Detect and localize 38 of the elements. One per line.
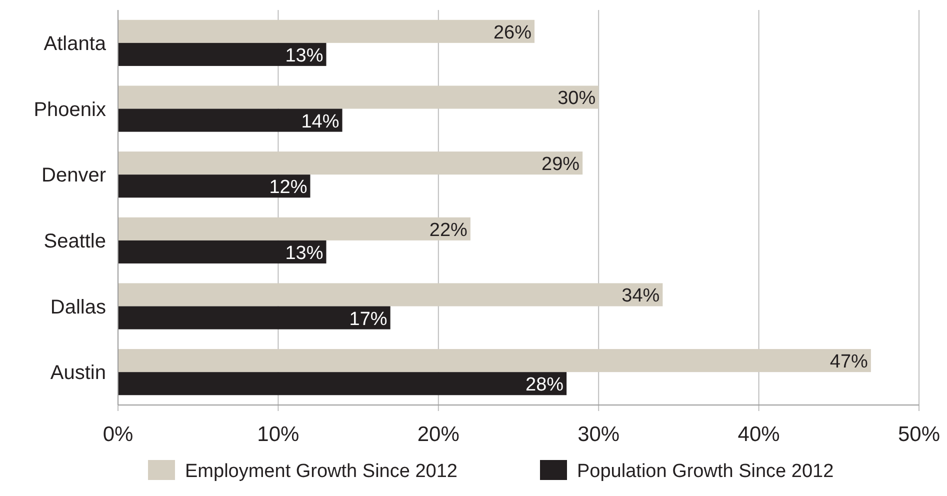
y-tick-label: Seattle <box>44 230 106 252</box>
x-tick-label: 0% <box>102 423 134 446</box>
bar <box>118 372 567 396</box>
bar <box>118 240 326 264</box>
data-label: 47% <box>830 352 868 373</box>
bar <box>118 217 470 240</box>
data-label: 22% <box>429 220 468 241</box>
data-label: 17% <box>349 308 388 330</box>
x-tick-label: 10% <box>257 423 300 446</box>
bar <box>118 174 310 198</box>
bar <box>118 42 326 66</box>
bar <box>118 152 583 175</box>
y-tick-label: Atlanta <box>44 32 107 55</box>
legend-label: Employment Growth Since 2012 <box>185 461 458 482</box>
x-tick-label: 40% <box>738 423 780 446</box>
data-label: 29% <box>542 154 580 176</box>
bar <box>118 283 663 306</box>
data-label: 14% <box>301 111 340 132</box>
bar <box>118 108 342 132</box>
bar <box>118 20 535 43</box>
y-tick-label: Phoenix <box>34 98 106 121</box>
data-label: 26% <box>493 22 532 44</box>
y-tick-label: Denver <box>42 164 106 187</box>
data-label: 13% <box>285 45 324 66</box>
data-label: 13% <box>285 242 324 264</box>
bar <box>118 86 599 109</box>
data-label: 12% <box>269 177 308 198</box>
data-label: 34% <box>622 286 660 307</box>
x-tick-label: 50% <box>898 423 940 446</box>
data-label: 30% <box>558 88 596 110</box>
y-tick-label: Dallas <box>50 296 106 318</box>
data-label: 28% <box>526 374 564 396</box>
bar <box>118 349 871 372</box>
x-tick-label: 20% <box>417 423 460 446</box>
bar <box>118 306 390 330</box>
y-tick-label: Austin <box>50 362 106 384</box>
legend-label: Population Growth Since 2012 <box>577 461 834 482</box>
x-tick-label: 30% <box>578 423 620 446</box>
